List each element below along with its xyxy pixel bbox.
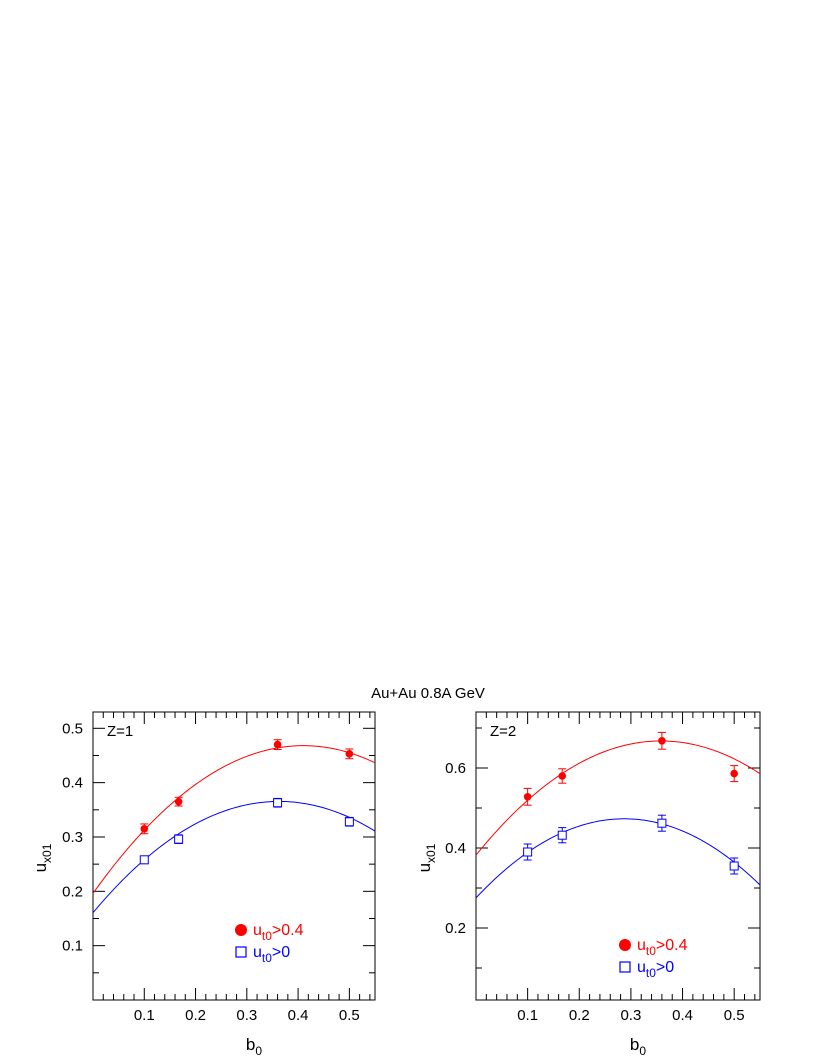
x-axis-title: b0 — [246, 1035, 262, 1058]
y-tick-label: 0.4 — [445, 840, 466, 857]
data-point — [174, 834, 184, 844]
fit-curve — [93, 745, 375, 894]
fit-curve — [93, 800, 375, 914]
fit-curve — [476, 740, 760, 856]
legend-marker — [235, 924, 247, 936]
panel-label: Z=1 — [107, 723, 133, 740]
x-tick-label: 0.1 — [517, 1007, 538, 1024]
data-point — [345, 750, 354, 758]
panel-label: Z=2 — [490, 723, 516, 740]
legend-marker — [235, 946, 247, 958]
data-point — [523, 793, 532, 801]
legend-label: ut0>0 — [637, 959, 674, 980]
data-point — [273, 740, 282, 749]
legend-marker — [619, 961, 631, 973]
y-tick-label: 0.6 — [445, 760, 466, 777]
data-point — [658, 737, 666, 745]
plot-frame — [92, 711, 376, 1001]
data-point — [730, 769, 738, 778]
figure-title: Au+Au 0.8A GeV — [371, 685, 485, 702]
x-tick-label: 0.2 — [569, 1007, 590, 1024]
data-point — [174, 797, 183, 806]
y-axis-title: ux01 — [31, 843, 54, 872]
data-point — [139, 855, 149, 865]
data-point — [273, 798, 283, 808]
y-axis-title: ux01 — [415, 843, 438, 872]
y-tick-label: 0.3 — [62, 829, 83, 846]
x-axis-title: b0 — [630, 1035, 646, 1058]
data-point — [557, 830, 567, 840]
legend-marker — [619, 939, 631, 951]
x-tick-label: 0.4 — [288, 1007, 309, 1024]
chart-panel-z1: 0.1 0.2 0.3 0.4 0.5 0.1 0.2 0.3 0.4 0.5 b0 ux01 Z=1 u… — [31, 711, 376, 1058]
data-point — [558, 772, 567, 780]
data-point — [344, 817, 354, 827]
legend-label: ut0>0.4 — [637, 937, 688, 958]
x-tick-label: 0.4 — [672, 1007, 693, 1024]
x-tick-label: 0.5 — [724, 1007, 745, 1024]
y-tick-label: 0.2 — [62, 883, 83, 900]
plot-frame — [475, 711, 761, 1001]
x-tick-label: 0.3 — [236, 1007, 257, 1024]
fit-curve — [476, 818, 760, 899]
legend-label: ut0>0 — [253, 944, 290, 965]
x-tick-label: 0.2 — [185, 1007, 206, 1024]
y-tick-label: 0.4 — [62, 775, 83, 792]
data-point — [523, 847, 533, 857]
data-point — [657, 818, 667, 828]
x-tick-label: 0.3 — [620, 1007, 641, 1024]
legend-label: ut0>0.4 — [253, 922, 304, 943]
x-tick-label: 0.5 — [339, 1007, 360, 1024]
y-tick-label: 0.5 — [62, 720, 83, 737]
y-tick-label: 0.2 — [445, 920, 466, 937]
y-tick-label: 0.1 — [62, 938, 83, 955]
chart-panel-z2: 0.1 0.2 0.3 0.4 0.5 0.2 0.4 0.6 b0 ux01 Z=2 ut0>0.4… — [415, 711, 761, 1058]
data-point — [729, 861, 739, 871]
x-tick-label: 0.1 — [134, 1007, 155, 1024]
data-point — [140, 825, 149, 833]
